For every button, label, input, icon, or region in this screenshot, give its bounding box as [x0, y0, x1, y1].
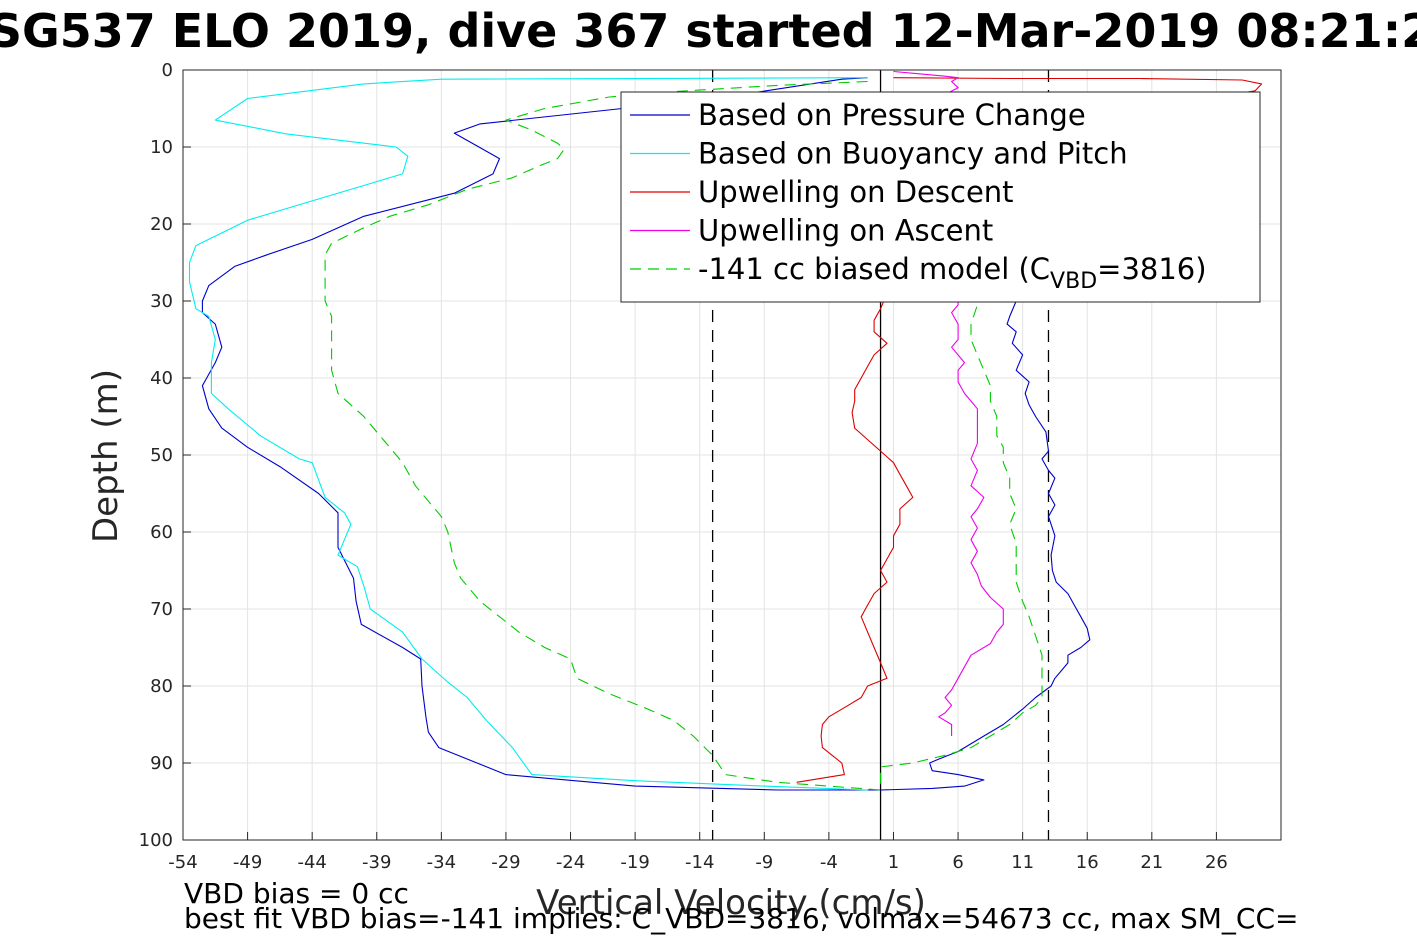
y-tick-labels: 0 10 20 30 40 50 60 70 80 90 100	[139, 60, 173, 851]
y-tick-label: 100	[139, 830, 173, 851]
legend-label: Based on Buoyancy and Pitch	[698, 137, 1128, 171]
x-tick-labels: -54 -49 -44 -39 -34 -29 -24 -19 -14 -9 -4 1 6 11 16 21 2…	[168, 852, 1228, 873]
y-axis-label: Depth (m)	[86, 369, 126, 543]
y-tick-label: 0	[162, 60, 173, 81]
x-tick-label: 1	[888, 852, 899, 873]
x-tick-label: 16	[1076, 852, 1099, 873]
series-line-4	[324, 80, 1043, 791]
y-tick-label: 70	[150, 599, 173, 620]
x-tick-label: -54	[168, 852, 197, 873]
x-tick-label: -24	[556, 852, 585, 873]
best-fit-annotation: best fit VBD bias=-141 implies: C_VBD=38…	[184, 902, 1298, 935]
vbd-bias-annotation: VBD bias = 0 cc	[184, 877, 409, 910]
x-tick-label: -39	[362, 852, 391, 873]
legend: Based on Pressure Change Based on Buoyanc…	[620, 91, 1261, 303]
legend-label: Based on Pressure Change	[698, 98, 1086, 132]
plot-frame	[182, 69, 1282, 841]
x-tick-label: 11	[1011, 852, 1034, 873]
legend-label-suffix: =3816)	[1097, 252, 1206, 286]
y-tick-label: 40	[150, 368, 173, 389]
x-tick-label: -4	[820, 852, 838, 873]
legend-label-prefix: -141 cc biased model (C	[698, 252, 1050, 286]
series-line-1	[188, 77, 868, 791]
x-tick-label: -29	[491, 852, 520, 873]
x-tick-label: -9	[755, 852, 773, 873]
chart-title: SG537 ELO 2019, dive 367 started 12-Mar-…	[0, 4, 1417, 58]
x-tick-label: 26	[1205, 852, 1228, 873]
y-tick-label: 30	[150, 291, 173, 312]
legend-label: -141 cc biased model (CVBD=3816)	[698, 252, 1207, 294]
legend-label: Upwelling on Descent	[698, 175, 1014, 209]
y-tick-label: 10	[150, 137, 173, 158]
x-axis-label: Vertical Velocity (cm/s)	[536, 883, 926, 923]
y-tick-label: 60	[150, 522, 173, 543]
legend-label: Upwelling on Ascent	[698, 214, 993, 248]
x-tick-label: -14	[685, 852, 714, 873]
x-tick-label: -44	[297, 852, 326, 873]
y-tick-label: 80	[150, 676, 173, 697]
y-tick-label: 90	[150, 753, 173, 774]
y-tick-label: 50	[150, 445, 173, 466]
x-tick-label: 6	[952, 852, 963, 873]
y-tick-label: 20	[150, 214, 173, 235]
legend-box	[620, 91, 1261, 303]
x-tick-label: -19	[620, 852, 649, 873]
x-tick-label: -34	[427, 852, 456, 873]
legend-label-subscript: VBD	[1050, 269, 1097, 294]
x-tick-label: -49	[233, 852, 262, 873]
x-tick-label: 21	[1140, 852, 1163, 873]
